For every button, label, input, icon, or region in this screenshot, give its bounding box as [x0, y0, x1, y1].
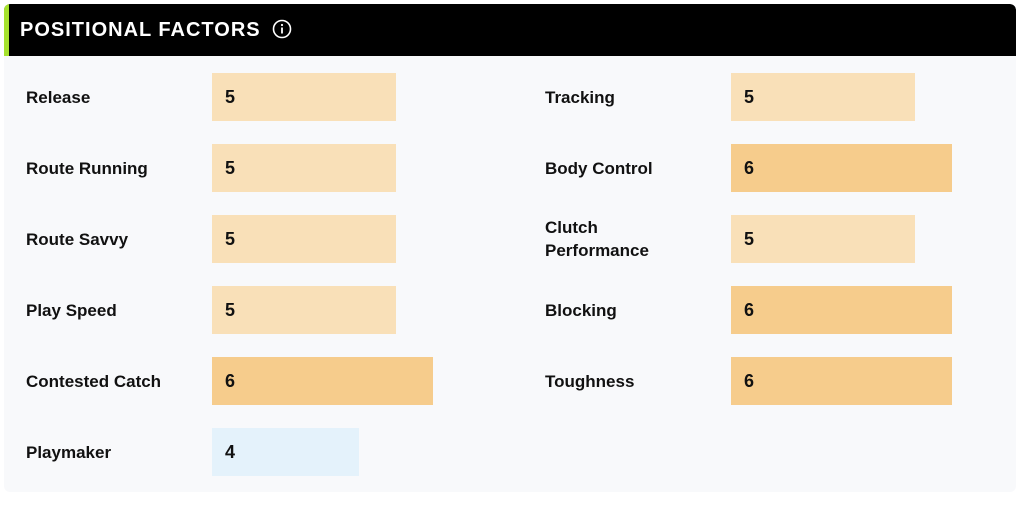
factor-rating-bar: 5: [731, 73, 915, 121]
factor-label: Toughness: [545, 371, 635, 391]
factor-row-contested-catch: Contested Catch 6: [26, 357, 446, 405]
factor-row-tracking: Tracking 5: [545, 73, 965, 121]
factor-rating-bar: 5: [212, 215, 396, 263]
factor-label: Route Running: [26, 158, 148, 178]
factor-rating-bar: 6: [731, 357, 952, 405]
factor-label: Contested Catch: [26, 371, 162, 391]
factor-row-body-control: Body Control 6: [545, 144, 965, 192]
factor-rating-bar: 6: [731, 144, 952, 192]
factor-row-clutch-performance: Clutch Performance 5: [545, 215, 965, 263]
header-accent-bar: [4, 4, 9, 56]
factor-label: Playmaker: [26, 442, 112, 462]
factor-row-toughness: Toughness 6: [545, 357, 965, 405]
factor-row-playmaker: Playmaker 4: [26, 428, 426, 476]
factor-row-blocking: Blocking 6: [545, 286, 965, 334]
factor-label: Route Savvy: [26, 229, 129, 249]
panel-title: POSITIONAL FACTORS: [20, 19, 261, 41]
factor-row-release: Release 5: [26, 73, 426, 121]
factor-label: Body Control: [545, 158, 653, 178]
factor-label: Play Speed: [26, 300, 117, 320]
panel-header: POSITIONAL FACTORS: [4, 4, 1016, 56]
factor-row-route-savvy: Route Savvy 5: [26, 215, 426, 263]
factor-label: Tracking: [545, 87, 615, 107]
factor-row-play-speed: Play Speed 5: [26, 286, 426, 334]
positional-factors-panel: POSITIONAL FACTORS Release 5 Route Runni…: [4, 4, 1016, 492]
factor-rating-bar: 4: [212, 428, 359, 476]
factor-row-route-running: Route Running 5: [26, 144, 426, 192]
factor-rating-bar: 6: [212, 357, 433, 405]
factor-label: Clutch Performance: [545, 218, 649, 260]
factor-rating-bar: 6: [731, 286, 952, 334]
factor-label: Release: [26, 87, 91, 107]
factor-rating-bar: 5: [212, 286, 396, 334]
factor-rating-bar: 5: [731, 215, 915, 263]
factor-rating-bar: 5: [212, 144, 396, 192]
factor-label: Blocking: [545, 300, 617, 320]
info-circle-icon[interactable]: [272, 19, 292, 39]
factor-rating-bar: 5: [212, 73, 396, 121]
